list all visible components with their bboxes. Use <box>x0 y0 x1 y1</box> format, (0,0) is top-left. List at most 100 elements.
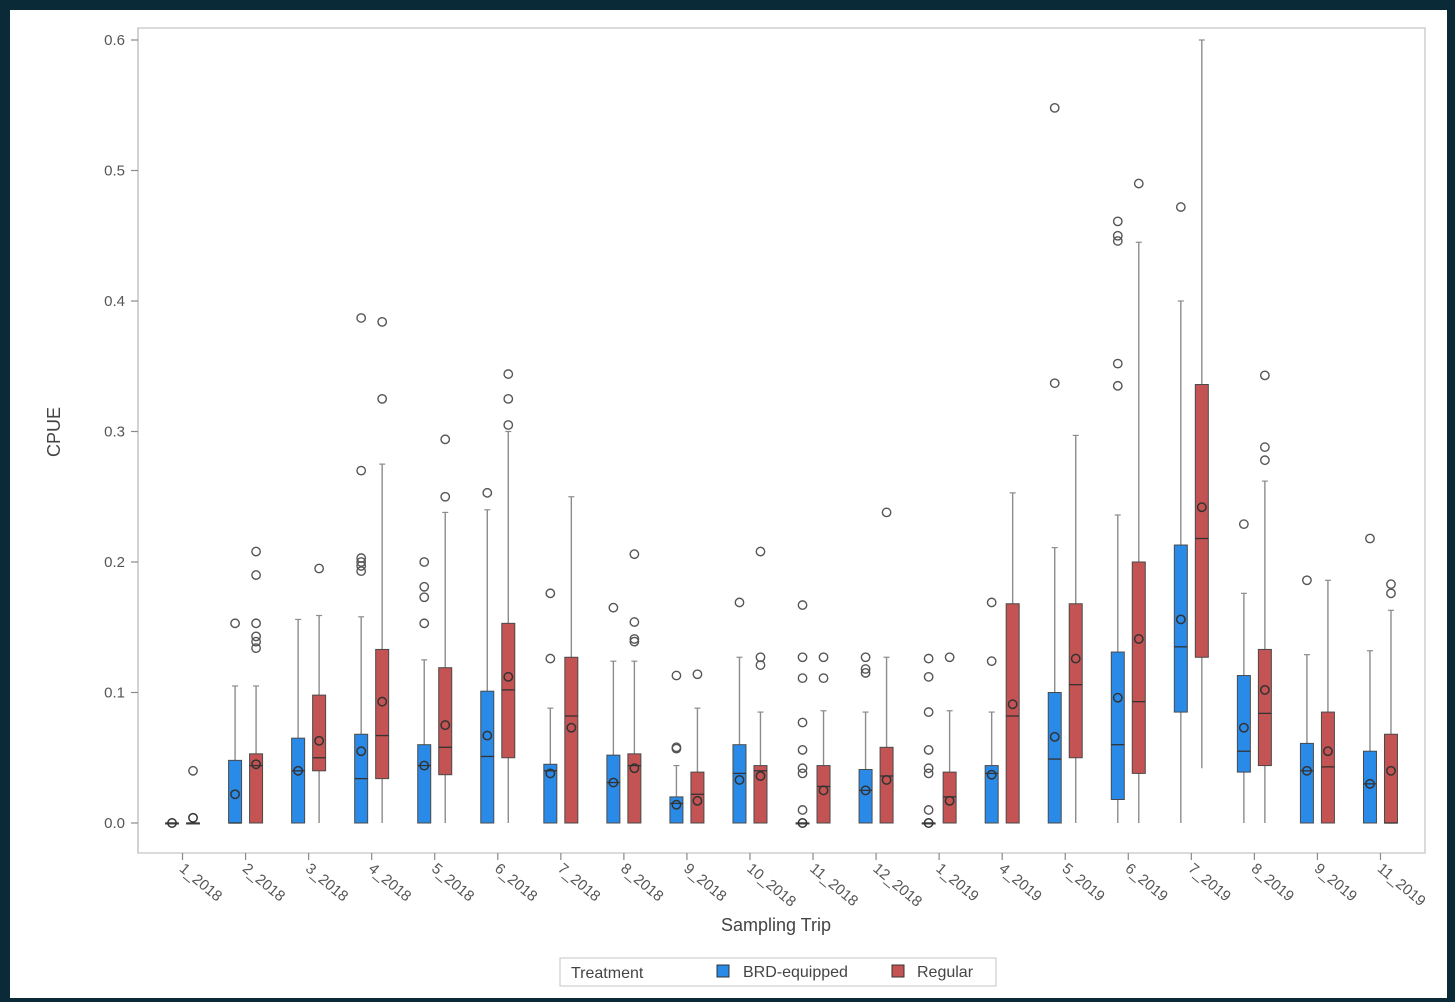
outlier-point <box>356 313 367 323</box>
box-group <box>690 669 705 824</box>
outlier-point <box>419 618 430 629</box>
outlier-point <box>503 393 514 404</box>
box-group <box>354 313 369 824</box>
outlier-point <box>419 592 430 603</box>
box-group <box>1236 519 1251 823</box>
box-iqr <box>1383 733 1398 824</box>
box-group <box>669 670 684 824</box>
box-mean <box>482 730 493 741</box>
outlier-point <box>1112 216 1123 227</box>
outlier-point <box>818 673 829 684</box>
y-tick-label: 0.2 <box>104 554 125 571</box>
x-tick-label: 5_2019 <box>1059 860 1108 905</box>
y-axis: 0.0 0.1 0.2 0.3 0.4 0.5 0.6 <box>104 28 139 853</box>
x-tick-label: 6_2018 <box>491 860 540 905</box>
legend-swatch-regular <box>891 964 905 978</box>
box-group <box>1068 434 1083 823</box>
box-iqr <box>1320 711 1335 824</box>
x-tick-label: 4_2019 <box>996 860 1045 905</box>
x-tick-label: 1_2018 <box>176 860 225 905</box>
box-group <box>1320 579 1335 824</box>
box-mean <box>1070 653 1081 664</box>
x-axis: 1_2018 2_2018 3_2018 4_2018 5_2018 6_2018 7_20… <box>176 853 1429 911</box>
y-tick-label: 0.4 <box>104 293 125 310</box>
box-group <box>1131 178 1146 823</box>
box-series <box>165 39 1398 828</box>
outlier-point <box>755 546 766 557</box>
outlier-point <box>1259 455 1270 466</box>
outlier-point <box>923 653 934 664</box>
outlier-point <box>377 393 388 404</box>
box-mean <box>1112 692 1123 703</box>
box-mean <box>1007 699 1018 710</box>
outlier-point <box>1112 236 1123 246</box>
outlier-point <box>797 673 808 684</box>
box-group <box>228 618 243 824</box>
box-mean <box>608 777 619 788</box>
outlier-point <box>923 768 934 779</box>
box-mean <box>167 818 177 828</box>
box-iqr <box>228 759 243 824</box>
box-group <box>1362 533 1377 824</box>
box-group <box>921 653 936 828</box>
box-group <box>816 652 831 824</box>
box-iqr <box>690 771 705 824</box>
box-mean <box>1301 765 1312 776</box>
box-iqr <box>1257 648 1272 767</box>
box-iqr <box>312 694 327 772</box>
outlier-point <box>1259 370 1270 381</box>
box-mean <box>797 818 808 828</box>
outlier-point <box>1386 588 1396 599</box>
x-tick-label: 9_2019 <box>1311 860 1360 905</box>
outlier-point <box>860 664 871 674</box>
outlier-point <box>629 549 640 560</box>
box-group <box>942 652 957 824</box>
box-iqr <box>1299 742 1314 824</box>
outlier-point <box>356 465 367 476</box>
outlier-point <box>629 636 640 647</box>
legend: Treatment BRD-equipped Regular <box>559 957 997 987</box>
box-group <box>1110 216 1125 823</box>
x-tick-label: 5_2018 <box>428 860 477 905</box>
legend-frame <box>559 957 997 987</box>
box-group <box>312 563 327 823</box>
box-iqr <box>1047 692 1062 824</box>
box-iqr <box>501 622 516 759</box>
box-iqr <box>942 771 957 824</box>
box-mean <box>440 720 451 731</box>
box-mean <box>860 785 871 796</box>
box-mean <box>230 789 241 800</box>
outlier-point <box>797 768 808 779</box>
outlier-point <box>482 487 493 498</box>
box-group <box>984 597 999 824</box>
box-iqr <box>984 765 999 824</box>
x-axis-title: Sampling Trip <box>721 915 831 935</box>
outlier-point <box>1112 230 1123 241</box>
box-mean <box>377 696 388 707</box>
legend-title: Treatment <box>571 965 644 982</box>
outlier-point <box>1112 380 1123 391</box>
box-group <box>564 496 579 824</box>
outlier-point <box>1049 378 1060 389</box>
box-group <box>165 818 180 828</box>
box-iqr <box>1131 561 1146 774</box>
x-tick-label: 11_2018 <box>806 860 861 910</box>
box-mean <box>1196 502 1207 513</box>
box-mean <box>566 722 577 733</box>
plot-area <box>137 27 1426 854</box>
box-group <box>795 600 810 828</box>
outlier-point <box>419 581 430 592</box>
outlier-point <box>251 643 261 654</box>
y-tick-label: 0.3 <box>104 424 125 441</box>
box-iqr <box>543 763 558 824</box>
box-group <box>858 652 873 824</box>
box-mean <box>1365 778 1375 789</box>
box-mean <box>356 746 367 757</box>
y-tick-label: 0.6 <box>104 32 125 49</box>
outlier-point <box>545 653 556 664</box>
box-mean <box>419 760 430 771</box>
box-mean <box>293 765 304 776</box>
x-tick-label: 4_2018 <box>365 860 414 905</box>
box-group <box>1047 102 1062 824</box>
outlier-point <box>503 369 514 379</box>
